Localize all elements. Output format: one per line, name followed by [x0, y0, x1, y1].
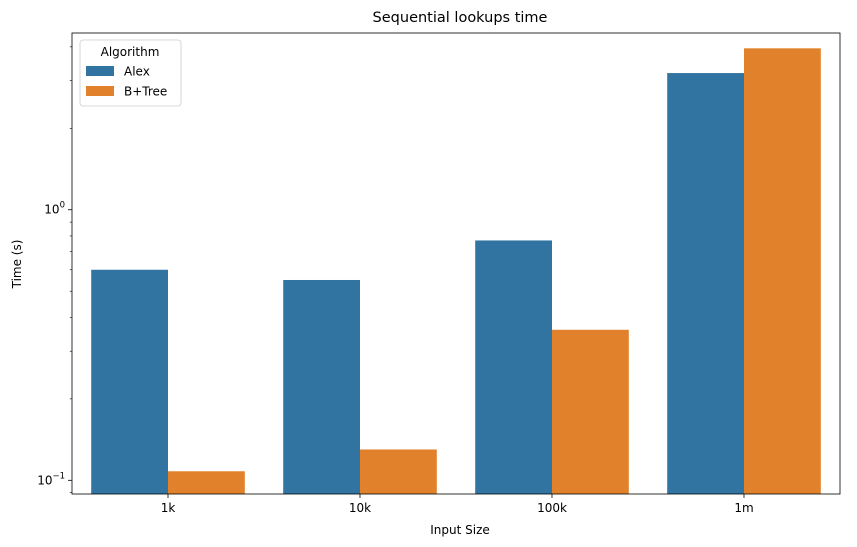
plot-frame: [71, 32, 841, 495]
y-tick-label: 100: [44, 201, 65, 217]
x-tick-label: 10k: [349, 501, 371, 515]
y-tick-label: 10−1: [37, 471, 65, 487]
bar-b-tree-1m: [744, 48, 821, 494]
x-tick-label: 1k: [161, 501, 176, 515]
bar-alex-10k: [283, 279, 360, 494]
y-axis-label: Time (s): [10, 240, 24, 290]
bars-group: [91, 48, 821, 494]
bar-b-tree-100k: [552, 329, 629, 494]
bar-alex-1k: [91, 269, 168, 494]
bar-alex-100k: [475, 240, 552, 494]
legend-title: Algorithm: [101, 45, 160, 59]
y-axis-ticks: 10−1 100: [37, 46, 72, 493]
legend-label: Alex: [124, 65, 150, 79]
chart-title: Sequential lookups time: [373, 10, 548, 26]
bar-alex-1m: [667, 73, 744, 494]
x-tick-label: 100k: [537, 501, 567, 515]
x-tick-label: 1m: [734, 501, 753, 515]
bar-b-tree-10k: [360, 449, 437, 494]
bar-b-tree-1k: [168, 471, 245, 494]
x-axis-ticks: 1k 10k 100k 1m: [161, 494, 754, 515]
legend-swatch: [86, 86, 114, 96]
legend: Algorithm Alex B+Tree: [79, 39, 182, 107]
x-axis-label: Input Size: [430, 523, 490, 537]
legend-label: B+Tree: [124, 85, 167, 99]
legend-swatch: [86, 66, 114, 76]
